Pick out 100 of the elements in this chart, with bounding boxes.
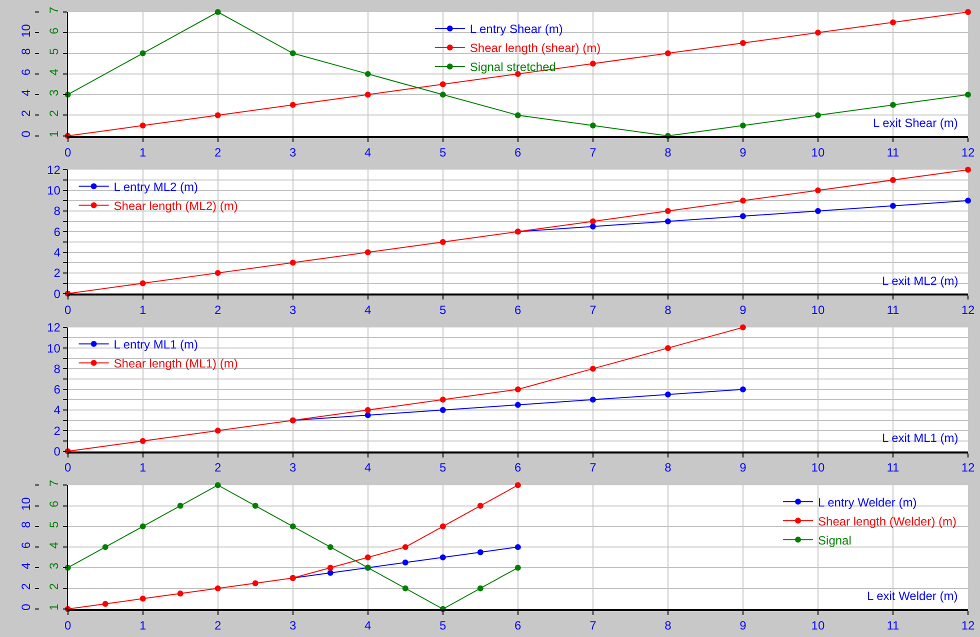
point <box>177 590 184 597</box>
y2-tick-label: 1 <box>47 130 62 138</box>
point <box>664 218 671 224</box>
point <box>290 50 296 56</box>
point <box>890 177 896 184</box>
point <box>364 249 371 256</box>
y-tick-label: 6 <box>19 68 34 76</box>
y2-tick-label: 5 <box>47 48 62 55</box>
point <box>440 523 446 530</box>
x-tick-label: 1 <box>139 145 146 160</box>
x-tick-label: 5 <box>440 302 447 317</box>
point <box>140 596 146 602</box>
y-tick-label: 0 <box>54 286 61 301</box>
point <box>440 92 446 98</box>
point <box>440 238 446 245</box>
point <box>214 482 221 488</box>
y-tick-label: 10 <box>47 341 61 356</box>
x-tick-label: 3 <box>290 460 297 475</box>
point <box>740 198 746 204</box>
x-tick-label: 12 <box>961 302 975 317</box>
x-axis-title: L exit ML1 (m) <box>882 431 958 445</box>
x-tick-label: 2 <box>214 145 222 160</box>
y-tick-label: 4 <box>19 89 34 96</box>
x-tick-label: 4 <box>364 618 372 632</box>
point <box>514 482 521 488</box>
point <box>290 260 296 266</box>
y-tick-label: 8 <box>19 520 34 528</box>
x-tick-label: 6 <box>514 302 522 317</box>
y2-tick-label: 7 <box>47 480 62 487</box>
y-tick-label: 10 <box>19 496 34 511</box>
point <box>140 50 146 56</box>
point <box>590 366 596 372</box>
x-tick-label: 7 <box>590 145 597 160</box>
x-tick-label: 4 <box>364 145 372 160</box>
point <box>514 402 521 408</box>
x-tick-label: 10 <box>811 460 825 475</box>
x-tick-label: 0 <box>64 460 72 475</box>
point <box>252 580 258 586</box>
y-tick-label: 2 <box>54 424 61 438</box>
point <box>890 202 896 209</box>
x-tick-label: 9 <box>740 460 747 475</box>
point <box>890 102 896 108</box>
y-tick-label: 4 <box>19 562 34 570</box>
legend-label: Shear length (Welder) (m) <box>818 514 957 528</box>
x-tick-label: 11 <box>886 145 900 160</box>
point <box>364 407 371 413</box>
x-tick-label: 12 <box>961 460 975 475</box>
point <box>177 502 184 509</box>
x-tick-label: 6 <box>514 145 522 160</box>
x-axis-title: L exit Shear (m) <box>873 116 958 130</box>
x-tick-label: 8 <box>664 145 672 160</box>
y-tick-label: 8 <box>19 48 34 55</box>
x-tick-label: 11 <box>886 618 900 632</box>
y-tick-label: 6 <box>54 224 61 239</box>
point <box>402 544 408 550</box>
x-tick-label: 1 <box>139 618 146 632</box>
point <box>814 187 821 194</box>
point <box>214 585 221 592</box>
point <box>514 112 521 118</box>
x-tick-label: 6 <box>514 618 522 632</box>
point <box>140 438 146 444</box>
point <box>214 9 221 15</box>
x-tick-label: 1 <box>139 460 146 475</box>
point <box>890 19 896 26</box>
point <box>477 502 484 509</box>
point <box>740 213 746 220</box>
legend-label: Shear length (ML1) (m) <box>114 356 238 371</box>
x-tick-label: 0 <box>64 618 72 632</box>
point <box>965 92 972 98</box>
point <box>965 198 972 204</box>
y2-tick-label: 3 <box>47 562 62 570</box>
x-tick-label: 5 <box>440 618 447 632</box>
point <box>327 564 334 571</box>
y2-tick-label: 3 <box>47 89 62 96</box>
y-tick-label: 2 <box>54 266 61 280</box>
x-tick-label: 3 <box>290 302 297 317</box>
point <box>814 30 821 36</box>
point <box>214 270 221 276</box>
x-tick-label: 0 <box>64 302 72 317</box>
point <box>740 122 746 129</box>
y-tick-label: 6 <box>54 382 61 397</box>
y-tick-label: 12 <box>47 320 61 335</box>
x-axis-title: L exit ML2 (m) <box>882 274 958 288</box>
y-tick-label: 0 <box>54 444 61 458</box>
x-tick-label: 5 <box>440 460 447 475</box>
x-tick-label: 9 <box>740 145 747 160</box>
x-tick-label: 11 <box>886 460 900 475</box>
y2-tick-label: 7 <box>47 6 62 14</box>
x-tick-label: 9 <box>740 618 747 632</box>
point <box>440 554 446 560</box>
point <box>965 166 972 173</box>
x-tick-label: 1 <box>139 302 146 317</box>
point <box>740 386 746 392</box>
point <box>514 564 521 571</box>
point <box>214 428 221 434</box>
y-tick-label: 4 <box>54 403 61 418</box>
point <box>664 345 671 352</box>
x-tick-label: 10 <box>811 145 825 160</box>
point <box>440 407 446 413</box>
point <box>402 585 408 592</box>
